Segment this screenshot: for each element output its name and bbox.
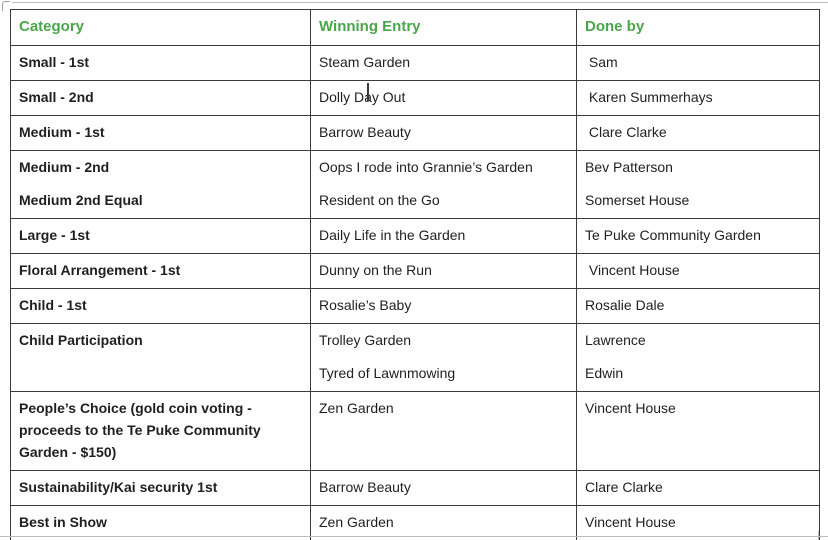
cell-category[interactable]: People’s Choice (gold coin voting - proc… xyxy=(10,391,311,471)
cell-category[interactable]: Child - 1st xyxy=(10,288,311,324)
cell-paragraph: Floral Arrangement - 1st xyxy=(19,262,181,278)
cell-done-by[interactable]: Clare Clarke xyxy=(576,115,820,151)
cell-winning-entry[interactable]: Rosalie’s Baby xyxy=(310,288,577,324)
page-boundary-bottom-line xyxy=(0,536,828,537)
cell-paragraph: Bev Patterson xyxy=(585,159,673,175)
cell-winning-entry[interactable]: Steam Garden xyxy=(310,45,577,81)
cell-category[interactable]: Large - 1st xyxy=(10,218,311,254)
cell-category[interactable]: Small - 1st xyxy=(10,45,311,81)
table-row: Floral Arrangement - 1st Dunny on the Run… xyxy=(10,253,820,289)
cell-paragraph: Daily Life in the Garden xyxy=(319,227,466,243)
cell-paragraph: Clare Clarke xyxy=(585,124,667,140)
cell-paragraph: Trolley Garden xyxy=(319,332,412,348)
cell-paragraph: Medium 2nd Equal xyxy=(19,192,143,208)
cell-paragraph: Sam xyxy=(585,54,618,70)
cell-paragraph: Rosalie’s Baby xyxy=(319,297,412,313)
table-row: Small - 2nd Dolly Day Out Karen Summerhay… xyxy=(10,80,820,116)
cell-paragraph: Sustainability/Kai security 1st xyxy=(19,479,218,495)
garden-awards-table: Category Winning Entry Done by Small - 1st… xyxy=(10,9,820,540)
cell-paragraph: Child Participation xyxy=(19,332,143,348)
cell-paragraph: Zen Garden xyxy=(319,514,394,530)
table-row: Best in Show Zen Garden Vincent House xyxy=(10,505,820,540)
cell-winning-entry[interactable]: Zen Garden xyxy=(310,391,577,471)
cell-done-by[interactable]: Vincent House xyxy=(576,505,820,540)
cell-paragraph: Rosalie Dale xyxy=(585,297,665,313)
cell-paragraph: Karen Summerhays xyxy=(585,89,713,105)
cell-paragraph: Medium - 2nd xyxy=(19,159,110,175)
cell-paragraph: People’s Choice (gold coin voting - proc… xyxy=(19,400,265,460)
cell-paragraph: Medium - 1st xyxy=(19,124,105,140)
cell-paragraph: Edwin xyxy=(585,365,624,381)
table-row: Small - 1st Steam Garden Sam xyxy=(10,45,820,81)
cell-paragraph: Te Puke Community Garden xyxy=(585,227,761,243)
cell-category[interactable]: Medium - 1st xyxy=(10,115,311,151)
cell-paragraph: Dolly Day Out xyxy=(319,89,406,105)
table-row: Child - 1st Rosalie’s Baby Rosalie Dale xyxy=(10,288,820,324)
cell-category[interactable]: Floral Arrangement - 1st xyxy=(10,253,311,289)
page-boundary-right-stub xyxy=(818,531,819,540)
cell-winning-entry[interactable]: Zen Garden xyxy=(310,505,577,540)
page-boundary-top-line xyxy=(12,2,828,3)
cell-winning-entry[interactable]: Barrow Beauty xyxy=(310,470,577,506)
cell-done-by[interactable]: Clare Clarke xyxy=(576,470,820,506)
cell-paragraph: Best in Show xyxy=(19,514,107,530)
cell-paragraph: Tyred of Lawnmowing xyxy=(319,365,456,381)
cell-paragraph: Somerset House xyxy=(585,192,690,208)
cell-winning-entry[interactable]: Trolley Garden Tyred of Lawnmowing xyxy=(310,323,577,392)
cell-done-by[interactable]: Vincent House xyxy=(576,391,820,471)
cell-paragraph: Oops I rode into Grannie’s Garden xyxy=(319,159,533,175)
header-winning-entry[interactable]: Winning Entry xyxy=(310,9,577,46)
table-row: Medium - 1st Barrow Beauty Clare Clarke xyxy=(10,115,820,151)
cell-paragraph: Large - 1st xyxy=(19,227,90,243)
cell-done-by[interactable]: Bev Patterson Somerset House xyxy=(576,150,820,219)
table-row: Child Participation Trolley Garden Tyred o… xyxy=(10,323,820,392)
cell-paragraph: Vincent House xyxy=(585,400,676,416)
page-corner-mark xyxy=(2,1,10,11)
cell-done-by[interactable]: Te Puke Community Garden xyxy=(576,218,820,254)
cell-paragraph: Clare Clarke xyxy=(585,479,663,495)
cell-paragraph: Vincent House xyxy=(585,262,680,278)
cell-done-by[interactable]: Rosalie Dale xyxy=(576,288,820,324)
text-cursor xyxy=(367,83,369,101)
cell-paragraph: Barrow Beauty xyxy=(319,124,411,140)
cell-winning-entry[interactable]: Dunny on the Run xyxy=(310,253,577,289)
table-body: Small - 1st Steam Garden Sam Small - 2nd Do… xyxy=(10,45,820,540)
header-category[interactable]: Category xyxy=(10,9,311,46)
cell-paragraph: Small - 1st xyxy=(19,54,90,70)
table-header-row: Category Winning Entry Done by xyxy=(10,9,820,46)
cell-paragraph: Child - 1st xyxy=(19,297,87,313)
cell-winning-entry[interactable]: Dolly Day Out xyxy=(310,80,577,116)
cell-category[interactable]: Best in Show xyxy=(10,505,311,540)
cell-paragraph: Barrow Beauty xyxy=(319,479,411,495)
cell-category[interactable]: Sustainability/Kai security 1st xyxy=(10,470,311,506)
cell-paragraph: Zen Garden xyxy=(319,400,394,416)
cell-category[interactable]: Medium - 2nd Medium 2nd Equal xyxy=(10,150,311,219)
cell-done-by[interactable]: Karen Summerhays xyxy=(576,80,820,116)
table-row: Sustainability/Kai security 1st Barrow Be… xyxy=(10,470,820,506)
cell-winning-entry[interactable]: Daily Life in the Garden xyxy=(310,218,577,254)
cell-paragraph: Lawrence xyxy=(585,332,646,348)
cell-done-by[interactable]: Sam xyxy=(576,45,820,81)
cell-paragraph: Steam Garden xyxy=(319,54,411,70)
table-row: Large - 1st Daily Life in the Garden Te Pu… xyxy=(10,218,820,254)
cell-winning-entry[interactable]: Barrow Beauty xyxy=(310,115,577,151)
cell-paragraph: Dunny on the Run xyxy=(319,262,432,278)
cell-category[interactable]: Child Participation xyxy=(10,323,311,392)
cell-winning-entry[interactable]: Oops I rode into Grannie’s Garden Residen… xyxy=(310,150,577,219)
header-done-by[interactable]: Done by xyxy=(576,9,820,46)
table-row: People’s Choice (gold coin voting - proc… xyxy=(10,391,820,471)
cell-done-by[interactable]: Lawrence Edwin xyxy=(576,323,820,392)
cell-paragraph: Resident on the Go xyxy=(319,192,440,208)
cell-paragraph: Small - 2nd xyxy=(19,89,94,105)
cell-paragraph: Vincent House xyxy=(585,514,676,530)
cell-done-by[interactable]: Vincent House xyxy=(576,253,820,289)
table-row: Medium - 2nd Medium 2nd Equal Oops I rode … xyxy=(10,150,820,219)
cell-category[interactable]: Small - 2nd xyxy=(10,80,311,116)
